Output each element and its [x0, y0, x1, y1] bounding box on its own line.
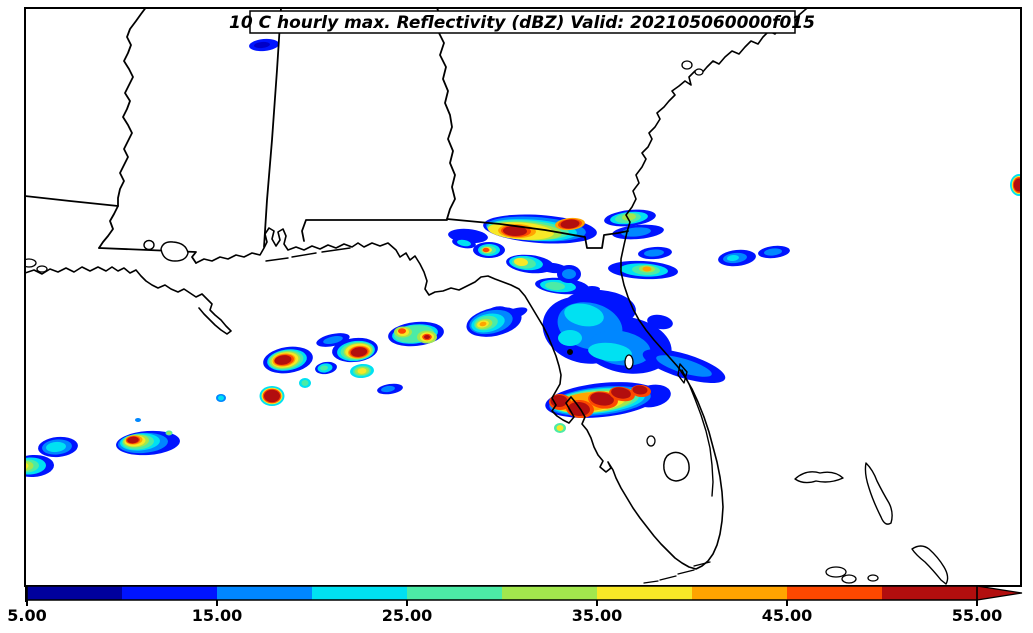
- colorbar-segment-20: [312, 586, 407, 600]
- map-gulf-and-atlantic-coast: [195, 9, 808, 570]
- cell-gulf-cell-2: [264, 389, 280, 403]
- map-bimini-island: [867, 574, 879, 582]
- cell-gulf-streak-west: [323, 335, 343, 345]
- colorbar-segment-35: [597, 586, 692, 600]
- cell-west-dot: [167, 431, 171, 435]
- colorbar-tick-label: 15.00: [192, 606, 243, 625]
- cell-atlantic-dash-2: [764, 248, 782, 256]
- map-florida-alabama-border: [301, 219, 448, 242]
- map-lake-okeechobee: [663, 451, 690, 482]
- cell-west-edge-cell: [26, 460, 34, 472]
- cell-gulf-dash: [381, 385, 395, 393]
- colorbar: 5.00 15.00 25.00 35.00 45.00 55.00: [7, 585, 1023, 625]
- cell-nfl-cell-1: [514, 257, 528, 267]
- cell-tampa-line: [590, 392, 614, 406]
- colorbar-segment-45: [787, 586, 882, 600]
- colorbar-tick-label: 5.00: [7, 606, 46, 625]
- cell-gulf-cell-1: [274, 355, 292, 365]
- chart-title: 10 C hourly max. Reflectivity (dBZ) Vali…: [229, 13, 815, 33]
- cell-tampa-line: [632, 385, 648, 395]
- cell-border-line-main: [560, 219, 580, 229]
- cell-west-cell-2: [46, 441, 66, 453]
- colorbar-segment-30: [502, 586, 597, 600]
- cell-gulf-pair: [398, 328, 406, 334]
- cell-border-cell-south: [482, 247, 490, 253]
- basemap-layer: [26, 9, 949, 585]
- title-box-border: [249, 10, 796, 34]
- cell-west-speck: [135, 418, 141, 422]
- cell-nfl-cell-2: [545, 281, 565, 291]
- map-georgia-sea-island-2: [694, 68, 704, 76]
- cell-tampa-line: [568, 401, 590, 417]
- title-box: 10 C hourly max. Reflectivity (dBZ) Vali…: [229, 10, 815, 34]
- cell-canaveral-streak: [656, 355, 712, 377]
- cell-border-line-main: [503, 225, 527, 237]
- map-alabama-georgia-border: [436, 9, 456, 220]
- colorbar-segment-15: [217, 586, 312, 600]
- cell-tampa-line: [611, 387, 631, 399]
- cell-gulf-dot-1: [218, 395, 224, 401]
- map-lake-maurepas: [143, 239, 155, 251]
- cell-gulf-cell-3: [350, 347, 368, 357]
- cell-tampa-dot: [556, 425, 564, 431]
- map-georgia-sea-island-1: [681, 60, 693, 70]
- map-lake-george: [624, 354, 634, 370]
- cell-gulf-pair: [424, 335, 430, 339]
- cell-east-edge-cell: [1013, 178, 1020, 192]
- map-andros-island-1: [825, 566, 847, 578]
- colorbar-segment-5: [27, 586, 122, 600]
- map-mississippi-sound-islands: [265, 247, 351, 262]
- map-mississippi-alabama-border: [263, 9, 282, 248]
- colorbar-tick-label: 25.00: [382, 606, 433, 625]
- cell-stjohns-mass: [558, 330, 582, 346]
- cell-stjohns-mass: [647, 314, 673, 330]
- cell-gulf-cluster-ne: [479, 321, 487, 327]
- cell-gulf-cell-3a: [320, 365, 328, 371]
- cell-coast-patch-west: [562, 269, 576, 279]
- cell-gulf-cell-3b: [357, 368, 367, 374]
- cell-west-cell-3: [127, 436, 139, 444]
- reflectivity-field-layer: [26, 38, 1020, 478]
- cell-stjohns-mass: [564, 303, 604, 327]
- cell-coast-streak-2: [642, 266, 652, 272]
- cell-coast-streak-1: [644, 249, 664, 257]
- map-cape-canaveral: [677, 363, 688, 384]
- colorbar-segment-50: [882, 586, 977, 600]
- colorbar-tick-label: 45.00: [762, 606, 813, 625]
- cell-border-bit-west: [457, 239, 471, 247]
- map-florida-georgia-border: [446, 218, 629, 249]
- map-louisiana-coast: [26, 266, 232, 335]
- cell-atlantic-dash-1: [727, 254, 739, 262]
- map-louisiana-islet: [36, 265, 48, 273]
- cell-stjohns-mass: [588, 342, 632, 362]
- colorbar-segment-25: [407, 586, 502, 600]
- map-mississippi-river-border: [98, 9, 146, 249]
- colorbar-segment-10: [122, 586, 217, 600]
- map-arkansas-louisiana-border: [26, 195, 119, 207]
- map-crystal-river-dot: [567, 349, 573, 355]
- map-florida-keys: [643, 561, 711, 584]
- map-lake-kissimmee: [646, 435, 656, 447]
- colorbar-segment-40: [692, 586, 787, 600]
- colorbar-tick-label: 55.00: [952, 606, 1003, 625]
- map-lake-pontchartrain: [160, 241, 189, 262]
- cell-gulf-dot-2: [301, 380, 309, 386]
- map-indian-river-lagoon: [681, 369, 714, 497]
- colorbar-tick-label: 35.00: [572, 606, 623, 625]
- map-grand-bahama-island: [794, 471, 844, 484]
- cell-alabama-echo: [254, 41, 270, 49]
- map-andros-island-2: [841, 574, 857, 584]
- map-abaco-island: [864, 462, 893, 525]
- map-eleuthera-island: [911, 545, 949, 585]
- map-marsh-island: [26, 258, 37, 268]
